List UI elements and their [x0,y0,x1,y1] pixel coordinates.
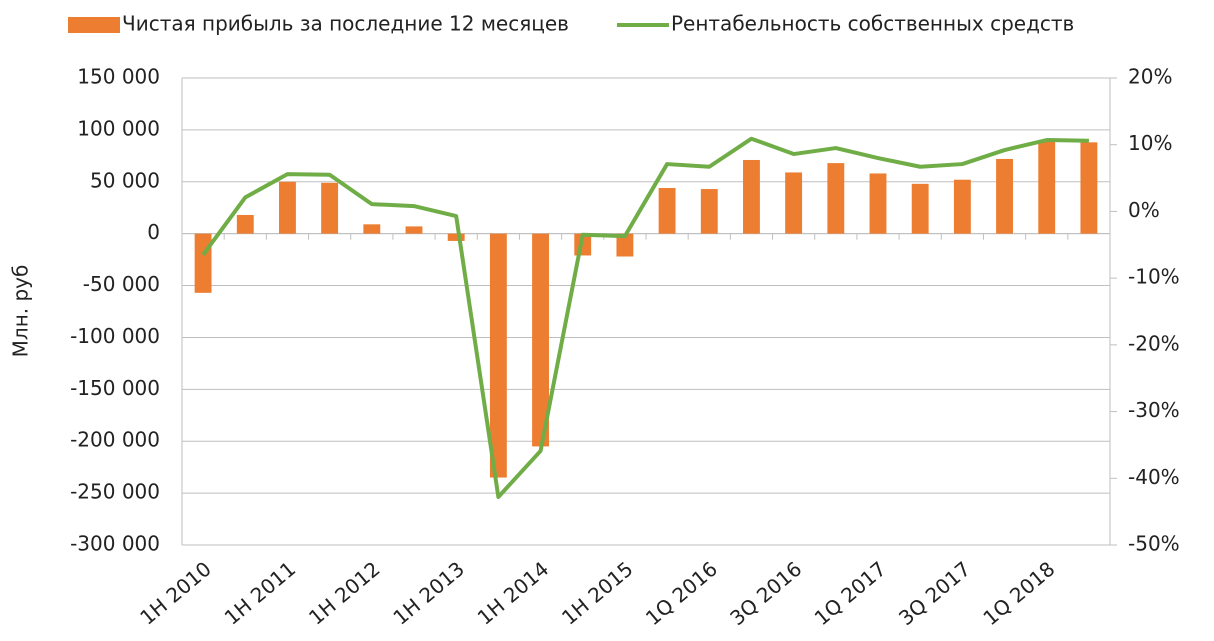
x-tick-label: 1H 2015 [557,557,638,630]
y-tick-label: -150 000 [70,376,160,400]
y-tick-label: -200 000 [70,428,160,452]
y2-tick-label: -20% [1128,331,1180,355]
x-tick-label: 1Q 2018 [978,557,1059,630]
bar [447,233,465,241]
y-tick-label: -100 000 [70,324,160,348]
bar [827,163,845,234]
bar [953,179,971,234]
x-tick-label: 1H 2013 [388,557,469,630]
legend-label: Рентабельность собственных средств [671,12,1074,36]
bar [1038,141,1056,234]
bar [405,226,423,234]
bar [321,182,339,234]
bar [700,189,718,234]
x-tick-label: 1H 2014 [473,557,554,630]
bar [489,233,507,478]
y-tick-label: -300 000 [70,532,160,556]
bar [996,158,1013,234]
bar [785,172,803,234]
bar [911,183,929,234]
y2-tick-label: 0% [1128,198,1160,222]
y-tick-label: 150 000 [77,65,160,89]
x-tick-label: 3Q 2017 [894,557,975,630]
legend-label: Чистая прибыль за последние 12 месяцев [122,12,569,36]
x-tick-label: 1H 2010 [135,557,216,630]
bar [532,233,549,447]
bar [363,224,381,234]
y2-tick-label: 10% [1128,131,1172,155]
bar [658,188,676,234]
line [201,136,1089,499]
y2-tick-label: -10% [1128,265,1180,289]
y2-tick-label: -30% [1128,398,1180,422]
y-tick-label: 100 000 [77,116,160,140]
legend-swatch [68,17,120,33]
bar [236,214,254,234]
bar [279,181,296,234]
y2-tick-label: -40% [1128,465,1180,489]
y-tick-label: 50 000 [90,168,160,192]
y2-tick-label: 20% [1128,65,1172,89]
x-tick-label: 1H 2012 [304,557,385,630]
bar [869,173,887,234]
x-tick-label: 3Q 2016 [725,557,806,630]
bar [194,233,212,293]
bar [1080,142,1098,234]
y-axis-label: Млн. руб [9,265,33,358]
bar [616,233,634,257]
y-tick-label: -250 000 [70,480,160,504]
y-tick-label: -50 000 [83,272,160,296]
y-tick-label: 0 [147,220,160,244]
y2-tick-label: -50% [1128,532,1180,556]
x-tick-label: 1Q 2017 [810,557,891,630]
x-tick-label: 1Q 2016 [641,557,722,630]
x-tick-label: 1H 2011 [220,557,301,630]
bar [743,159,760,234]
